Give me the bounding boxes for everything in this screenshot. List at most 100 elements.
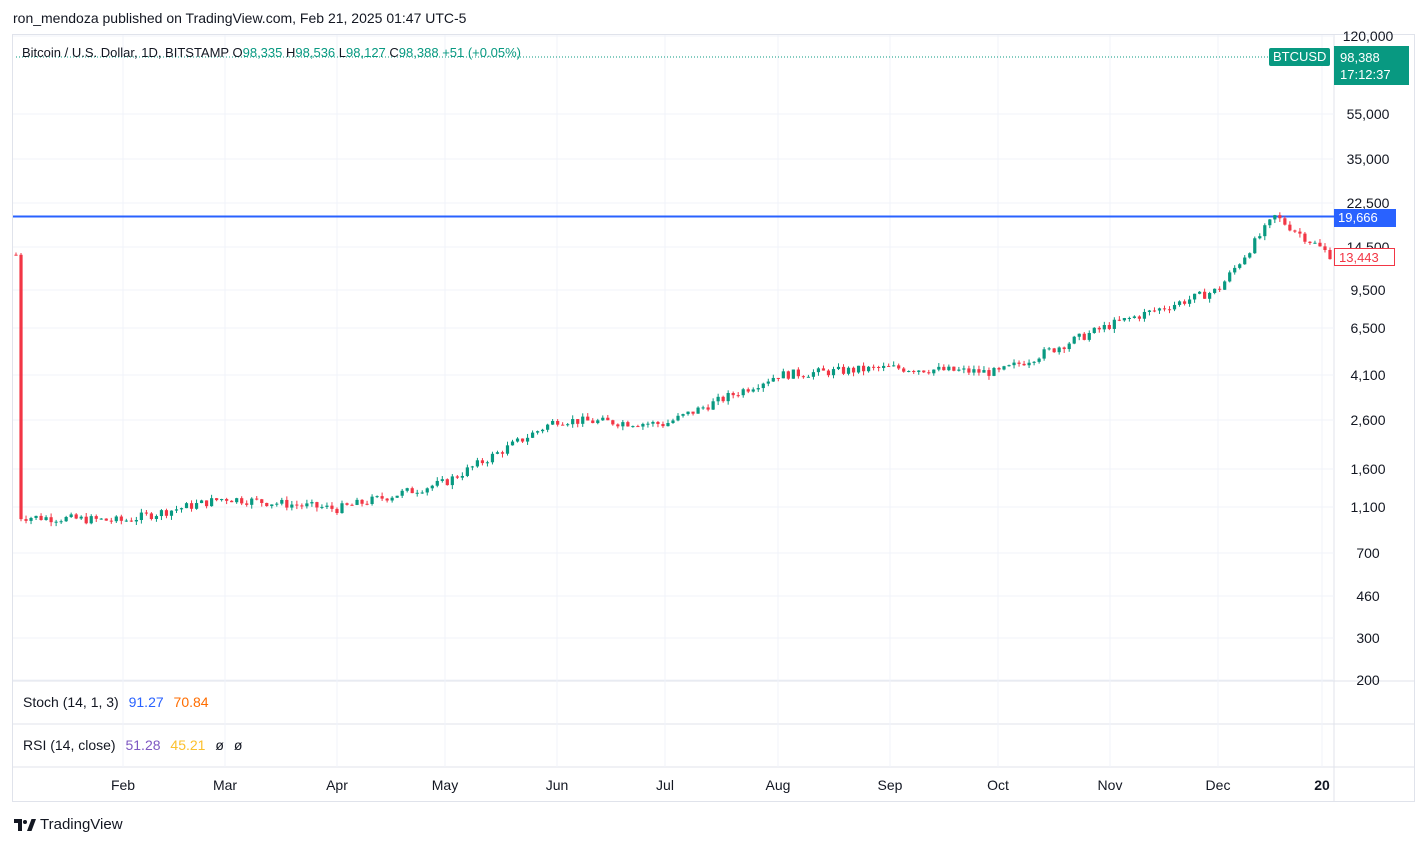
candle-body bbox=[1238, 264, 1242, 268]
candle-body bbox=[816, 368, 821, 373]
candle-body bbox=[1097, 327, 1101, 330]
candle-body bbox=[726, 393, 730, 402]
candle-body bbox=[220, 499, 224, 501]
legend-low: 98,127 bbox=[346, 45, 386, 60]
candle-body bbox=[420, 492, 424, 494]
candle-body bbox=[510, 441, 515, 446]
candle-body bbox=[189, 503, 194, 509]
candle-body bbox=[681, 414, 685, 416]
candle-body bbox=[129, 520, 133, 522]
candle-body bbox=[696, 407, 700, 414]
candle-body bbox=[872, 366, 876, 368]
y-tick-label: 55,000 bbox=[1347, 106, 1390, 122]
candle-body bbox=[917, 370, 921, 372]
candle-body bbox=[626, 422, 630, 427]
candle-body bbox=[977, 369, 981, 373]
candle-body bbox=[937, 366, 941, 370]
candle-body bbox=[1092, 327, 1096, 334]
chart-frame bbox=[12, 34, 1415, 802]
candle-body bbox=[485, 462, 490, 464]
candle-body bbox=[601, 417, 605, 421]
candle-body bbox=[1172, 304, 1177, 310]
candle-body bbox=[1192, 293, 1197, 300]
candle-body bbox=[1127, 317, 1131, 319]
candle-body bbox=[124, 520, 128, 522]
candle-body bbox=[571, 419, 575, 425]
candle-body bbox=[310, 502, 314, 504]
candle-body bbox=[325, 505, 329, 507]
candle-body bbox=[721, 396, 725, 402]
candle-body bbox=[826, 370, 831, 376]
candle-body bbox=[1203, 291, 1207, 299]
candle-body bbox=[59, 521, 63, 523]
candle-body bbox=[54, 521, 58, 523]
candle-body bbox=[295, 504, 299, 506]
candle-body bbox=[851, 367, 856, 373]
candle-body bbox=[74, 514, 78, 519]
candle-body bbox=[495, 452, 500, 454]
candle-body bbox=[29, 517, 33, 521]
candle-body bbox=[99, 518, 103, 520]
candle-body bbox=[154, 516, 159, 519]
candle-body bbox=[866, 366, 871, 372]
tradingview-brand[interactable]: TradingView bbox=[14, 816, 123, 833]
candle-body bbox=[445, 479, 449, 486]
candle-body bbox=[897, 365, 901, 369]
candle-body bbox=[225, 499, 229, 501]
candle-body bbox=[846, 367, 851, 374]
candle-body bbox=[776, 377, 780, 379]
candle-body bbox=[375, 496, 379, 498]
candle-body bbox=[736, 395, 740, 397]
candle-body bbox=[1283, 218, 1287, 225]
candle-body bbox=[174, 509, 179, 511]
candle-body bbox=[631, 426, 635, 428]
candle-body bbox=[766, 381, 770, 384]
candle-body bbox=[355, 499, 359, 505]
candle-body bbox=[260, 499, 264, 503]
stoch-d: 70.84 bbox=[173, 694, 209, 710]
candle-body bbox=[270, 504, 274, 507]
candle-body bbox=[1248, 253, 1252, 258]
x-tick-label: May bbox=[432, 777, 458, 793]
candle-body bbox=[480, 460, 485, 464]
legend-open-label: O bbox=[232, 45, 243, 60]
candle-body bbox=[661, 424, 665, 427]
candle-body bbox=[305, 503, 309, 507]
candle-body bbox=[666, 422, 670, 427]
candle-body bbox=[761, 383, 765, 389]
candle-body bbox=[89, 516, 93, 524]
candle-body bbox=[656, 421, 660, 425]
candle-body bbox=[962, 368, 966, 370]
y-tick-label: 2,600 bbox=[1350, 412, 1385, 428]
y-tick-label: 200 bbox=[1356, 672, 1380, 688]
candle-body bbox=[530, 432, 535, 438]
candle-body bbox=[64, 516, 68, 522]
candle-body bbox=[94, 516, 98, 519]
candle-body bbox=[751, 389, 755, 392]
candle-body bbox=[184, 503, 189, 509]
candle-body bbox=[811, 372, 816, 377]
x-tick-label: 20 bbox=[1314, 777, 1330, 793]
candle-body bbox=[1233, 267, 1237, 273]
hline-price-label[interactable]: 19,666 bbox=[1334, 209, 1396, 227]
rsi-ma: 45.21 bbox=[170, 737, 206, 753]
candle-body bbox=[1263, 225, 1267, 237]
candle-body bbox=[1012, 362, 1016, 366]
candle-body bbox=[591, 420, 595, 424]
legend-open: 98,335 bbox=[242, 45, 283, 60]
candle-body bbox=[1293, 230, 1297, 232]
candle-body bbox=[746, 389, 750, 392]
candle-body bbox=[942, 366, 946, 371]
candle-body bbox=[581, 416, 585, 424]
candle-body bbox=[831, 369, 836, 376]
legend-high: 98,536 bbox=[295, 45, 336, 60]
candle-body bbox=[992, 368, 996, 376]
candle-body bbox=[1002, 366, 1006, 370]
candle-body bbox=[134, 520, 138, 522]
candle-body bbox=[716, 396, 720, 402]
candle-body bbox=[972, 369, 976, 373]
candle-body bbox=[616, 424, 620, 427]
symbol-legend: Bitcoin / U.S. Dollar, 1D, BITSTAMP O98,… bbox=[22, 45, 521, 60]
candle-body bbox=[255, 498, 259, 500]
